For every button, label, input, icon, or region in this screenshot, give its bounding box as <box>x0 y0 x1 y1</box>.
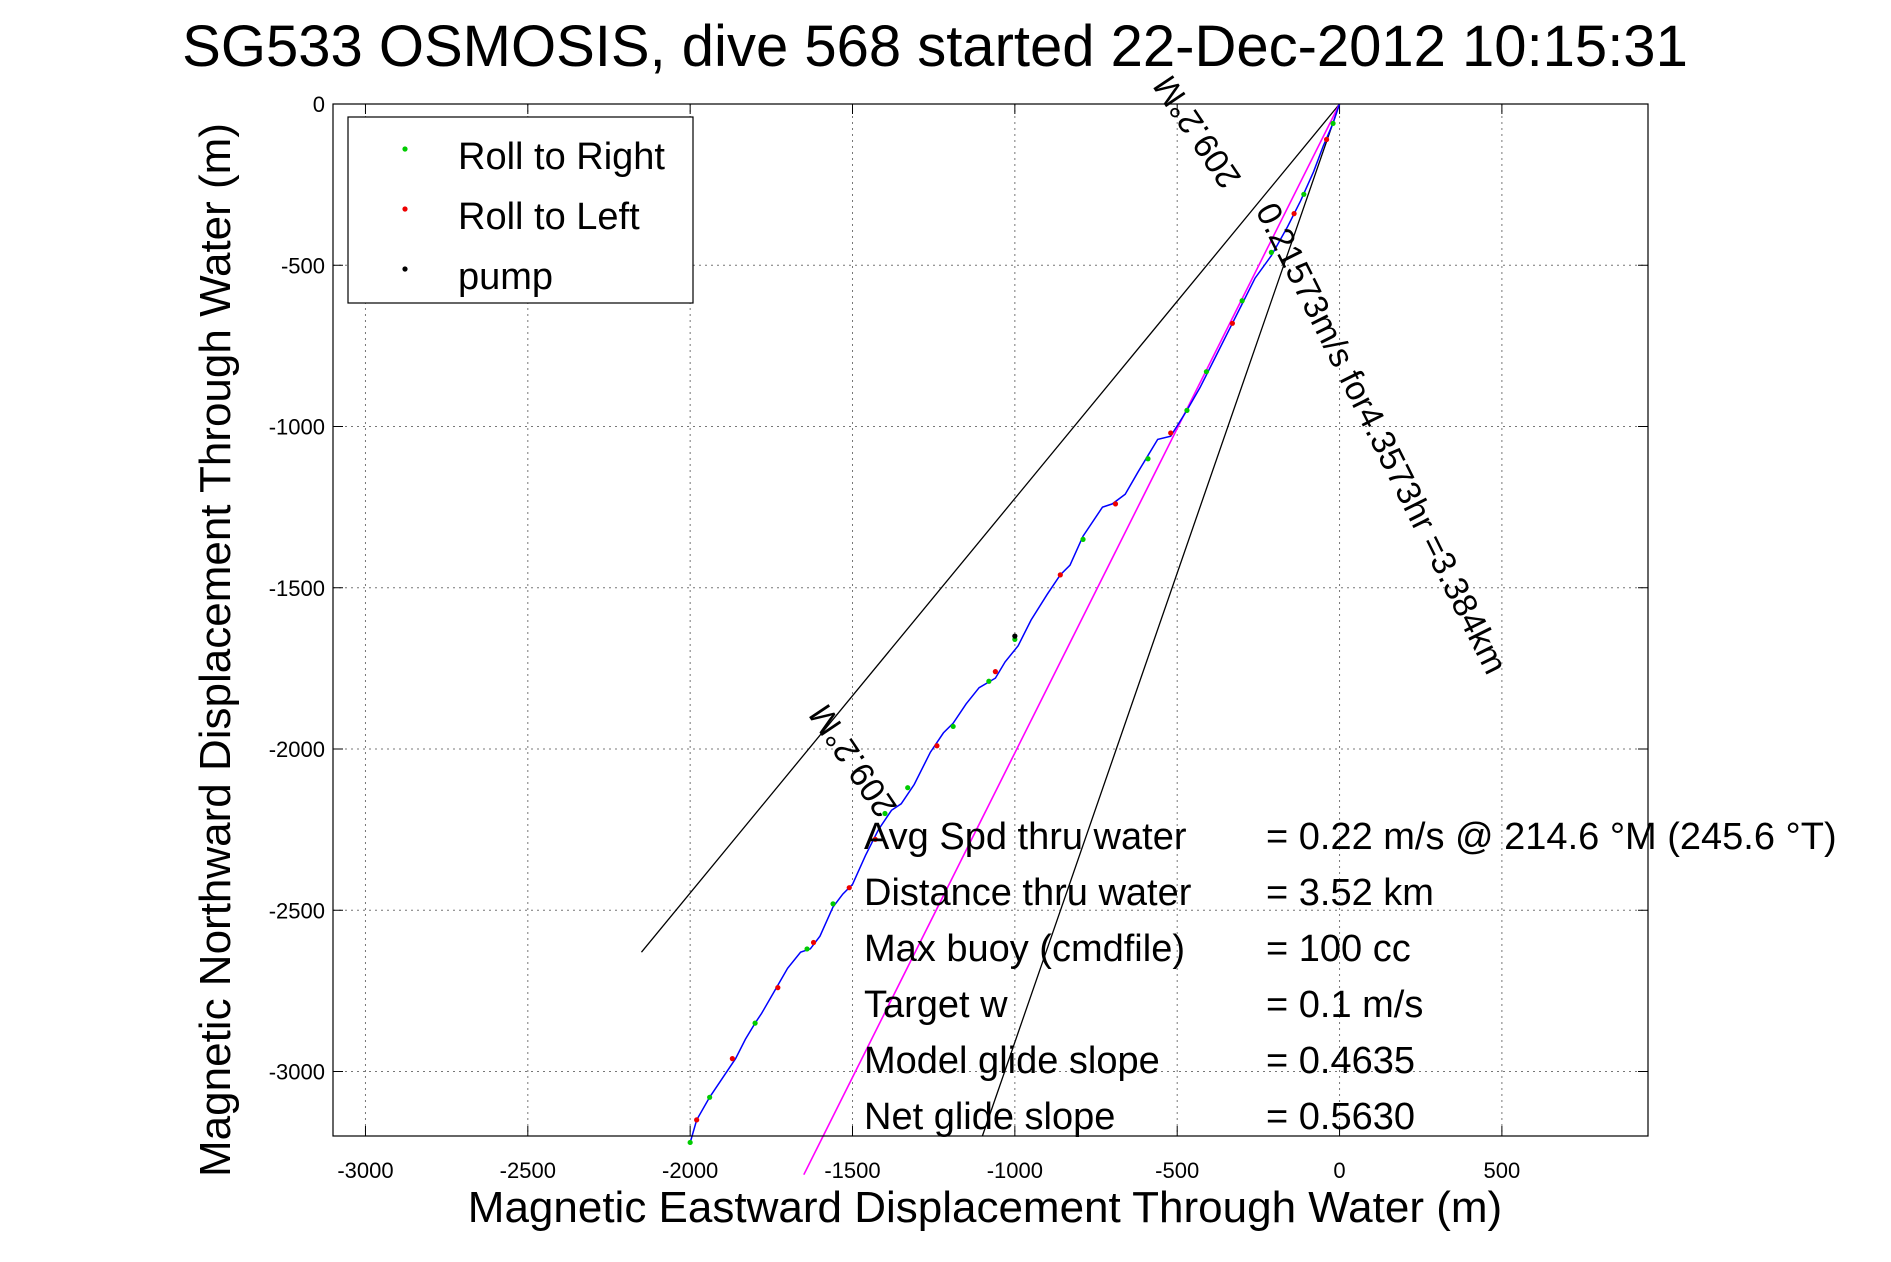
legend-label: Roll to Right <box>458 136 665 178</box>
stat-value: = 0.1 m/s <box>1266 984 1423 1026</box>
x-tick-label: -1000 <box>987 1158 1043 1183</box>
y-tick-label: -500 <box>281 253 325 278</box>
stat-label: Model glide slope <box>864 1040 1160 1082</box>
roll-markers <box>687 120 1336 1146</box>
current-speed-label: 0.21573m/s for4.3573hr =3.384km <box>1248 197 1514 680</box>
roll-right-point <box>804 946 810 952</box>
roll-right-point <box>950 723 956 730</box>
legend-marker <box>402 146 408 152</box>
x-tick-label: 500 <box>1484 1158 1521 1183</box>
current-line <box>803 103 1341 1176</box>
y-tick-label: -2000 <box>269 737 325 762</box>
upper-heading-label: 209.2°M <box>1146 68 1249 195</box>
legend-marker <box>402 266 408 272</box>
stat-label: Distance thru water <box>864 872 1192 914</box>
stat-value: = 0.22 m/s @ 214.6 °M (245.6 °T) <box>1266 816 1837 858</box>
y-tick-label: -1000 <box>269 415 325 440</box>
cone-line <box>640 103 1341 953</box>
stat-value: = 0.4635 <box>1266 1040 1415 1082</box>
roll-right-point <box>1203 369 1210 375</box>
x-tick-labels: -3000 -2500 -2000 -1500 -1000 -500 0 500 <box>337 1158 1520 1183</box>
roll-left-point <box>775 985 781 991</box>
plot-area-border <box>332 103 1649 1137</box>
roll-left-point <box>1291 211 1297 217</box>
x-tick-label: -500 <box>1155 1158 1199 1183</box>
x-tick-label: 0 <box>1333 1158 1345 1183</box>
roll-left-point <box>934 743 940 749</box>
x-tick-label: -1500 <box>824 1158 880 1183</box>
roll-right-point <box>830 901 836 907</box>
y-tick-label: 0 <box>313 92 325 117</box>
roll-right-point <box>1268 249 1274 255</box>
x-tick-label: -2500 <box>500 1158 556 1183</box>
chart-title: SG533 OSMOSIS, dive 568 started 22-Dec-2… <box>182 14 1688 79</box>
roll-left-point <box>992 669 998 675</box>
stat-label: Avg Spd thru water <box>864 816 1187 858</box>
roll-left-point <box>1057 572 1063 578</box>
roll-right-point <box>1239 298 1245 304</box>
x-tick-label: -2000 <box>662 1158 718 1183</box>
legend-marker <box>402 206 408 212</box>
roll-right-point <box>1301 191 1307 197</box>
roll-left-point <box>872 836 878 842</box>
stat-value: = 100 cc <box>1266 928 1411 970</box>
roll-right-point <box>1145 456 1151 462</box>
roll-right-point <box>986 678 992 684</box>
roll-right-point <box>1080 536 1086 542</box>
y-tick-label: -2500 <box>269 898 325 923</box>
x-axis-label: Magnetic Eastward Displacement Through W… <box>468 1183 1502 1232</box>
track-annotations: 0.21573m/s for4.3573hr =3.384km 209.2°M … <box>802 68 1514 823</box>
roll-right-point <box>752 1020 758 1026</box>
stat-label: Net glide slope <box>864 1096 1115 1138</box>
y-tick-label: -1500 <box>269 576 325 601</box>
roll-left-point <box>694 1117 700 1123</box>
roll-left-point <box>846 885 852 891</box>
roll-left-point <box>729 1056 735 1062</box>
roll-right-point <box>707 1094 713 1100</box>
roll-right-point <box>1330 120 1336 126</box>
lower-heading-label: 209.2°M <box>802 697 905 824</box>
cone-line <box>981 103 1341 1137</box>
stat-value: = 3.52 km <box>1266 872 1434 914</box>
stat-value: = 0.5630 <box>1266 1096 1415 1138</box>
roll-left-point <box>1112 501 1119 507</box>
legend-label: pump <box>458 256 553 298</box>
dive-statistics: Avg Spd thru water = 0.22 m/s @ 214.6 °M … <box>864 816 1837 1138</box>
roll-right-point <box>882 810 888 817</box>
y-tick-label: -3000 <box>269 1060 325 1085</box>
roll-right-point <box>687 1139 693 1146</box>
depth-average-current-line <box>803 103 1341 1176</box>
roll-right-point <box>905 785 911 791</box>
x-tick-label: -3000 <box>337 1158 393 1183</box>
legend: Roll to Right Roll to Left pump <box>347 116 694 304</box>
roll-right-point <box>1184 407 1190 413</box>
stat-label: Target w <box>864 984 1008 1026</box>
roll-left-point <box>810 939 817 946</box>
roll-left-point <box>1168 430 1174 436</box>
y-tick-labels: 0 -500 -1000 -1500 -2000 -2500 -3000 <box>269 92 325 1085</box>
y-axis-label: Magnetic Northward Displacement Through … <box>191 123 240 1177</box>
stat-label: Max buoy (cmdfile) <box>864 928 1185 970</box>
roll-left-point <box>1229 320 1235 326</box>
pump-point <box>1012 633 1018 639</box>
roll-left-point <box>1323 136 1330 143</box>
legend-label: Roll to Left <box>458 196 640 238</box>
cone-lines <box>640 103 1341 1137</box>
